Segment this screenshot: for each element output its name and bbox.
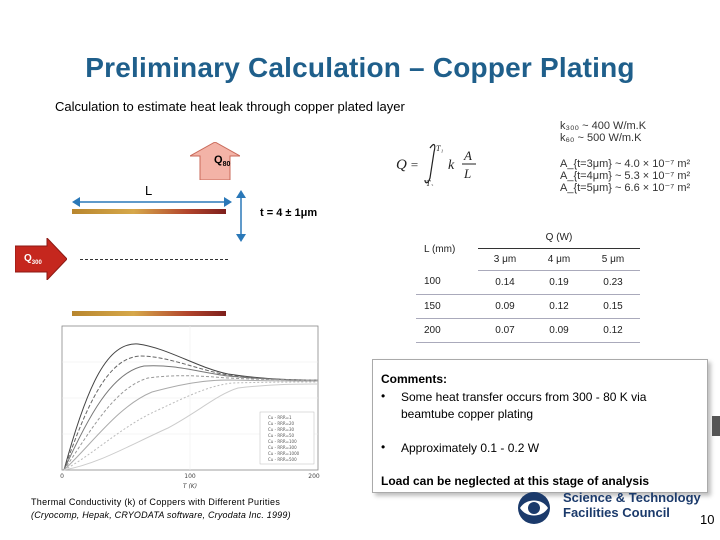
table-cell: 100: [416, 270, 478, 295]
area-4um: A_{t=4μm} ~ 5.3 × 10⁻⁷ m²: [560, 170, 691, 182]
thickness-label: t = 4 ± 1μm: [260, 207, 318, 219]
copper-layer-bottom: [72, 311, 226, 316]
beamtube-centerline: [80, 259, 228, 260]
table-row: 100 0.14 0.19 0.23: [416, 270, 640, 295]
slide-title: Preliminary Calculation – Copper Plating: [85, 52, 635, 83]
formula-lower-limit: T₂: [426, 179, 433, 186]
formula-equals: =: [410, 157, 419, 172]
table-cell: 150: [416, 294, 478, 319]
legend-entry: Cu - RRR=1: [268, 415, 292, 420]
legend-entry: Cu - RRR=1000: [268, 451, 300, 456]
table-cell: 0.07: [478, 318, 532, 343]
bullet-icon: •: [381, 389, 386, 403]
legend-entry: Cu - RRR=20: [268, 421, 295, 426]
length-label: L: [145, 183, 153, 198]
material-properties: k₃₀₀ ~ 400 W/m.K k₆₀ ~ 500 W/m.K A_{t=3μ…: [560, 120, 690, 194]
logo-text-line2: Facilities Council: [563, 505, 670, 520]
legend-entry: Cu - RRR=100: [268, 439, 297, 444]
comments-title: Comments:: [381, 372, 448, 386]
table-row: 200 0.07 0.09 0.12: [416, 318, 640, 343]
q80-arrow-icon: [190, 142, 240, 180]
table-cell: 0.09: [478, 294, 532, 319]
table-group-header: Q (W): [478, 228, 640, 249]
length-double-arrow-icon: [72, 197, 232, 207]
legend-entry: Cu - RRR=30: [268, 427, 295, 432]
heat-conduction-formula: Q = T₁ T₂ k A L: [396, 143, 476, 186]
chart-caption: Thermal Conductivity (k) of Coppers with…: [31, 497, 281, 507]
legend-entry: Cu - RRR=500: [268, 457, 297, 462]
k60-value: k₆₀ ~ 500 W/m.K: [560, 132, 642, 144]
table-cell: 0.14: [478, 270, 532, 295]
table-col-header: 4 μm: [532, 248, 586, 271]
heat-leak-table: L (mm) Q (W) 3 μm 4 μm 5 μm 100 0.14 0.1…: [416, 228, 640, 343]
formula-area: A: [463, 148, 472, 163]
page-number: 10: [700, 512, 715, 527]
table-cell: 0.19: [532, 270, 586, 295]
formula-length: L: [463, 166, 471, 181]
q300-arrow-icon: [15, 238, 67, 280]
q300-label: Q300: [24, 253, 42, 266]
formula-q: Q: [396, 157, 407, 173]
comments-conclusion: Load can be neglected at this stage of a…: [381, 474, 650, 488]
table-cell: 200: [416, 318, 478, 343]
thickness-arrow-icon: [236, 190, 246, 242]
table-cell: 0.23: [586, 270, 640, 295]
table-cell: 0.09: [532, 318, 586, 343]
stfc-logo-icon: [518, 492, 550, 524]
comments-box: Comments: • Some heat transfer occurs fr…: [372, 359, 708, 493]
x-axis-label: T (K): [183, 483, 197, 490]
x-tick: 100: [184, 473, 196, 480]
q80-label: Q80: [214, 154, 231, 169]
bullet-icon: •: [381, 440, 386, 454]
formula-k: k: [448, 158, 455, 173]
legend-entry: Cu - RRR=50: [268, 433, 295, 438]
copper-layer-top: [72, 209, 226, 214]
k300-value: k₃₀₀ ~ 400 W/m.K: [560, 120, 647, 132]
table-col-header: 5 μm: [586, 248, 640, 271]
logo-text-line1: Science & Technology: [563, 490, 701, 505]
x-tick: 0: [60, 473, 64, 480]
slide-subtitle: Calculation to estimate heat leak throug…: [55, 99, 405, 114]
x-tick: 200: [308, 473, 320, 480]
table-row: 150 0.09 0.12 0.15: [416, 294, 640, 319]
thermal-conductivity-chart: Cu - RRR=1 Cu - RRR=20 Cu - RRR=30 Cu - …: [60, 325, 320, 490]
table-cell: 0.15: [586, 294, 640, 319]
comment-bullet: Some heat transfer occurs from 300 - 80 …: [401, 390, 647, 421]
table-col-header: 3 μm: [478, 248, 532, 271]
area-3um: A_{t=3μm} ~ 4.0 × 10⁻⁷ m²: [560, 158, 691, 170]
table-row-header: L (mm): [424, 243, 456, 255]
table-cell: 0.12: [532, 294, 586, 319]
formula-upper-limit: T₁: [436, 144, 443, 153]
area-5um: A_{t=5μm} ~ 6.6 × 10⁻⁷ m²: [560, 182, 691, 194]
comment-bullet: Approximately 0.1 - 0.2 W: [401, 441, 540, 455]
chart-source: (Cryocomp, Hepak, CRYODATA software, Cry…: [31, 510, 291, 520]
legend-entry: Cu - RRR=300: [268, 445, 297, 450]
table-cell: 0.12: [586, 318, 640, 343]
decorative-block: [712, 416, 720, 436]
